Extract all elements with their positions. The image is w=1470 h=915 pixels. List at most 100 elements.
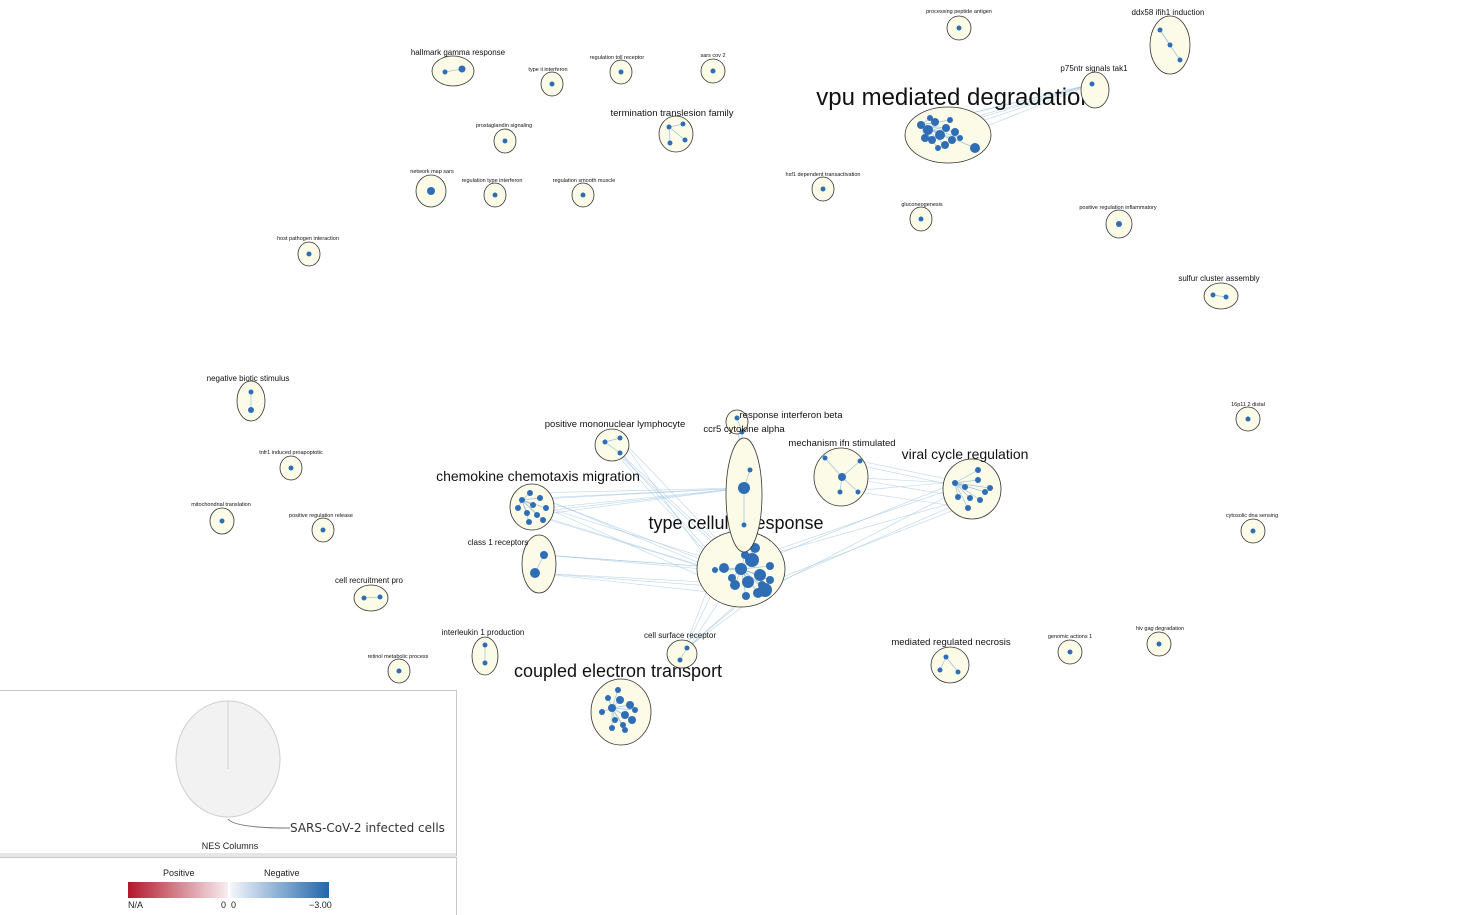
cluster-16p11-2-distal[interactable]: 16p11 2 distal: [1231, 402, 1265, 432]
gene-set-node[interactable]: [739, 429, 745, 435]
gene-set-node[interactable]: [977, 497, 983, 503]
gene-set-node[interactable]: [987, 485, 993, 491]
cluster-network-map-sars[interactable]: network map sars: [410, 169, 454, 208]
gene-set-node[interactable]: [632, 707, 638, 713]
gene-set-node[interactable]: [442, 69, 448, 75]
gene-set-node[interactable]: [617, 450, 623, 456]
cluster-interleukin-1-production[interactable]: interleukin 1 production: [442, 628, 525, 676]
gene-set-node[interactable]: [941, 141, 949, 149]
cluster-gluconeogenesis[interactable]: gluconeogenesis: [901, 202, 943, 232]
gene-set-node[interactable]: [967, 495, 973, 501]
gene-set-node[interactable]: [734, 415, 740, 421]
gene-set-node[interactable]: [519, 497, 525, 503]
gene-set-node[interactable]: [951, 128, 959, 136]
cluster-prostaglandin-signaling[interactable]: prostaglandin signaling: [476, 123, 532, 154]
gene-set-node[interactable]: [738, 482, 750, 494]
gene-set-node[interactable]: [975, 477, 981, 483]
cluster-chemokine-chemotaxis-migration[interactable]: chemokine chemotaxis migration: [436, 468, 640, 531]
cluster-cell-recruitment-pro[interactable]: cell recruitment pro: [335, 576, 404, 612]
cluster-mechanism-ifn-stimulated[interactable]: mechanism ifn stimulated: [788, 438, 896, 507]
gene-set-node[interactable]: [917, 121, 925, 129]
gene-set-node[interactable]: [754, 569, 766, 581]
gene-set-node[interactable]: [427, 187, 435, 195]
gene-set-node[interactable]: [684, 645, 690, 651]
gene-set-node[interactable]: [935, 130, 945, 140]
gene-set-node[interactable]: [955, 494, 961, 500]
gene-set-node[interactable]: [621, 711, 629, 719]
cluster-type-cellular-response[interactable]: type cellular response: [648, 513, 824, 608]
gene-set-node[interactable]: [918, 216, 924, 222]
gene-set-node[interactable]: [956, 25, 962, 31]
gene-set-node[interactable]: [616, 696, 624, 704]
gene-set-node[interactable]: [580, 192, 586, 198]
gene-set-node[interactable]: [530, 568, 540, 578]
gene-set-node[interactable]: [622, 727, 628, 733]
gene-set-node[interactable]: [618, 69, 624, 75]
cluster-genomic-actions-1[interactable]: genomic actions 1: [1048, 634, 1092, 665]
cluster-hiv-gag-degradation[interactable]: hiv gag degradation: [1136, 626, 1184, 657]
cluster-sars-cov-2[interactable]: sars cov 2: [700, 53, 726, 84]
cluster-vpu-mediated-degradation[interactable]: vpu mediated degradation: [816, 84, 1094, 164]
gene-set-node[interactable]: [527, 490, 533, 496]
gene-set-node[interactable]: [1157, 27, 1163, 33]
cluster-boundary[interactable]: [521, 534, 557, 594]
cluster-type-ii-interferon[interactable]: type ii interferon: [528, 67, 568, 97]
cluster-hsf1-dependent-transactivation[interactable]: hsf1 dependent transactivation: [786, 172, 861, 202]
gene-set-node[interactable]: [758, 581, 766, 589]
cluster-boundary[interactable]: [666, 639, 698, 669]
gene-set-node[interactable]: [982, 489, 988, 495]
cluster-boundary[interactable]: [594, 428, 630, 462]
gene-set-node[interactable]: [524, 510, 530, 516]
gene-set-node[interactable]: [599, 709, 605, 715]
gene-set-node[interactable]: [741, 522, 747, 528]
gene-set-node[interactable]: [935, 145, 941, 151]
cluster-mitochondrial-translation[interactable]: mitochondrial translation: [191, 502, 251, 535]
gene-set-node[interactable]: [1156, 641, 1162, 647]
gene-set-node[interactable]: [822, 455, 828, 461]
gene-set-node[interactable]: [612, 717, 618, 723]
gene-set-node[interactable]: [719, 563, 729, 573]
gene-set-node[interactable]: [515, 505, 521, 511]
gene-set-node[interactable]: [666, 124, 672, 130]
gene-set-node[interactable]: [955, 669, 961, 675]
gene-set-node[interactable]: [948, 136, 956, 144]
gene-set-node[interactable]: [540, 551, 548, 559]
gene-set-node[interactable]: [931, 118, 939, 126]
gene-set-node[interactable]: [482, 642, 488, 648]
gene-set-node[interactable]: [957, 135, 963, 141]
gene-set-node[interactable]: [502, 138, 508, 144]
gene-set-node[interactable]: [248, 389, 254, 395]
cluster-hallmark-gamma-response[interactable]: hallmark gamma response: [411, 48, 506, 87]
cluster-boundary[interactable]: [658, 115, 694, 153]
gene-set-node[interactable]: [928, 136, 936, 144]
gene-set-node[interactable]: [766, 562, 774, 570]
cluster-sulfur-cluster-assembly[interactable]: sulfur cluster assembly: [1178, 274, 1260, 310]
gene-set-node[interactable]: [628, 716, 636, 724]
gene-set-node[interactable]: [620, 722, 626, 728]
gene-set-node[interactable]: [377, 594, 383, 600]
cluster-regulation-toll-receptor[interactable]: regulation toll receptor: [590, 55, 645, 85]
gene-set-node[interactable]: [549, 81, 555, 87]
gene-set-node[interactable]: [1167, 42, 1173, 48]
gene-set-node[interactable]: [943, 654, 949, 660]
cluster-regulation-smooth-muscle[interactable]: regulation smooth muscle: [553, 178, 616, 208]
gene-set-node[interactable]: [680, 121, 686, 127]
gene-set-node[interactable]: [458, 65, 466, 73]
gene-set-node[interactable]: [320, 527, 326, 533]
gene-set-node[interactable]: [753, 588, 763, 598]
cluster-boundary[interactable]: [353, 584, 389, 612]
gene-set-node[interactable]: [615, 687, 621, 693]
cluster-coupled-electron-transport[interactable]: coupled electron transport: [514, 661, 722, 746]
gene-set-node[interactable]: [1067, 649, 1073, 655]
gene-set-node[interactable]: [942, 124, 950, 132]
gene-set-node[interactable]: [735, 563, 747, 575]
gene-set-node[interactable]: [219, 518, 225, 524]
gene-set-node[interactable]: [361, 595, 367, 601]
cluster-tnfr1-induced-proapoptotic[interactable]: tnfr1 induced proapoptotic: [259, 450, 323, 481]
cluster-boundary[interactable]: [930, 646, 970, 684]
gene-set-node[interactable]: [537, 495, 543, 501]
gene-set-node[interactable]: [820, 186, 826, 192]
cluster-negative-biotic-stimulus[interactable]: negative biotic stimulus: [207, 374, 290, 422]
gene-set-node[interactable]: [923, 125, 933, 135]
cluster-positive-mononuclear-lymphocyte[interactable]: positive mononuclear lymphocyte: [545, 419, 685, 462]
